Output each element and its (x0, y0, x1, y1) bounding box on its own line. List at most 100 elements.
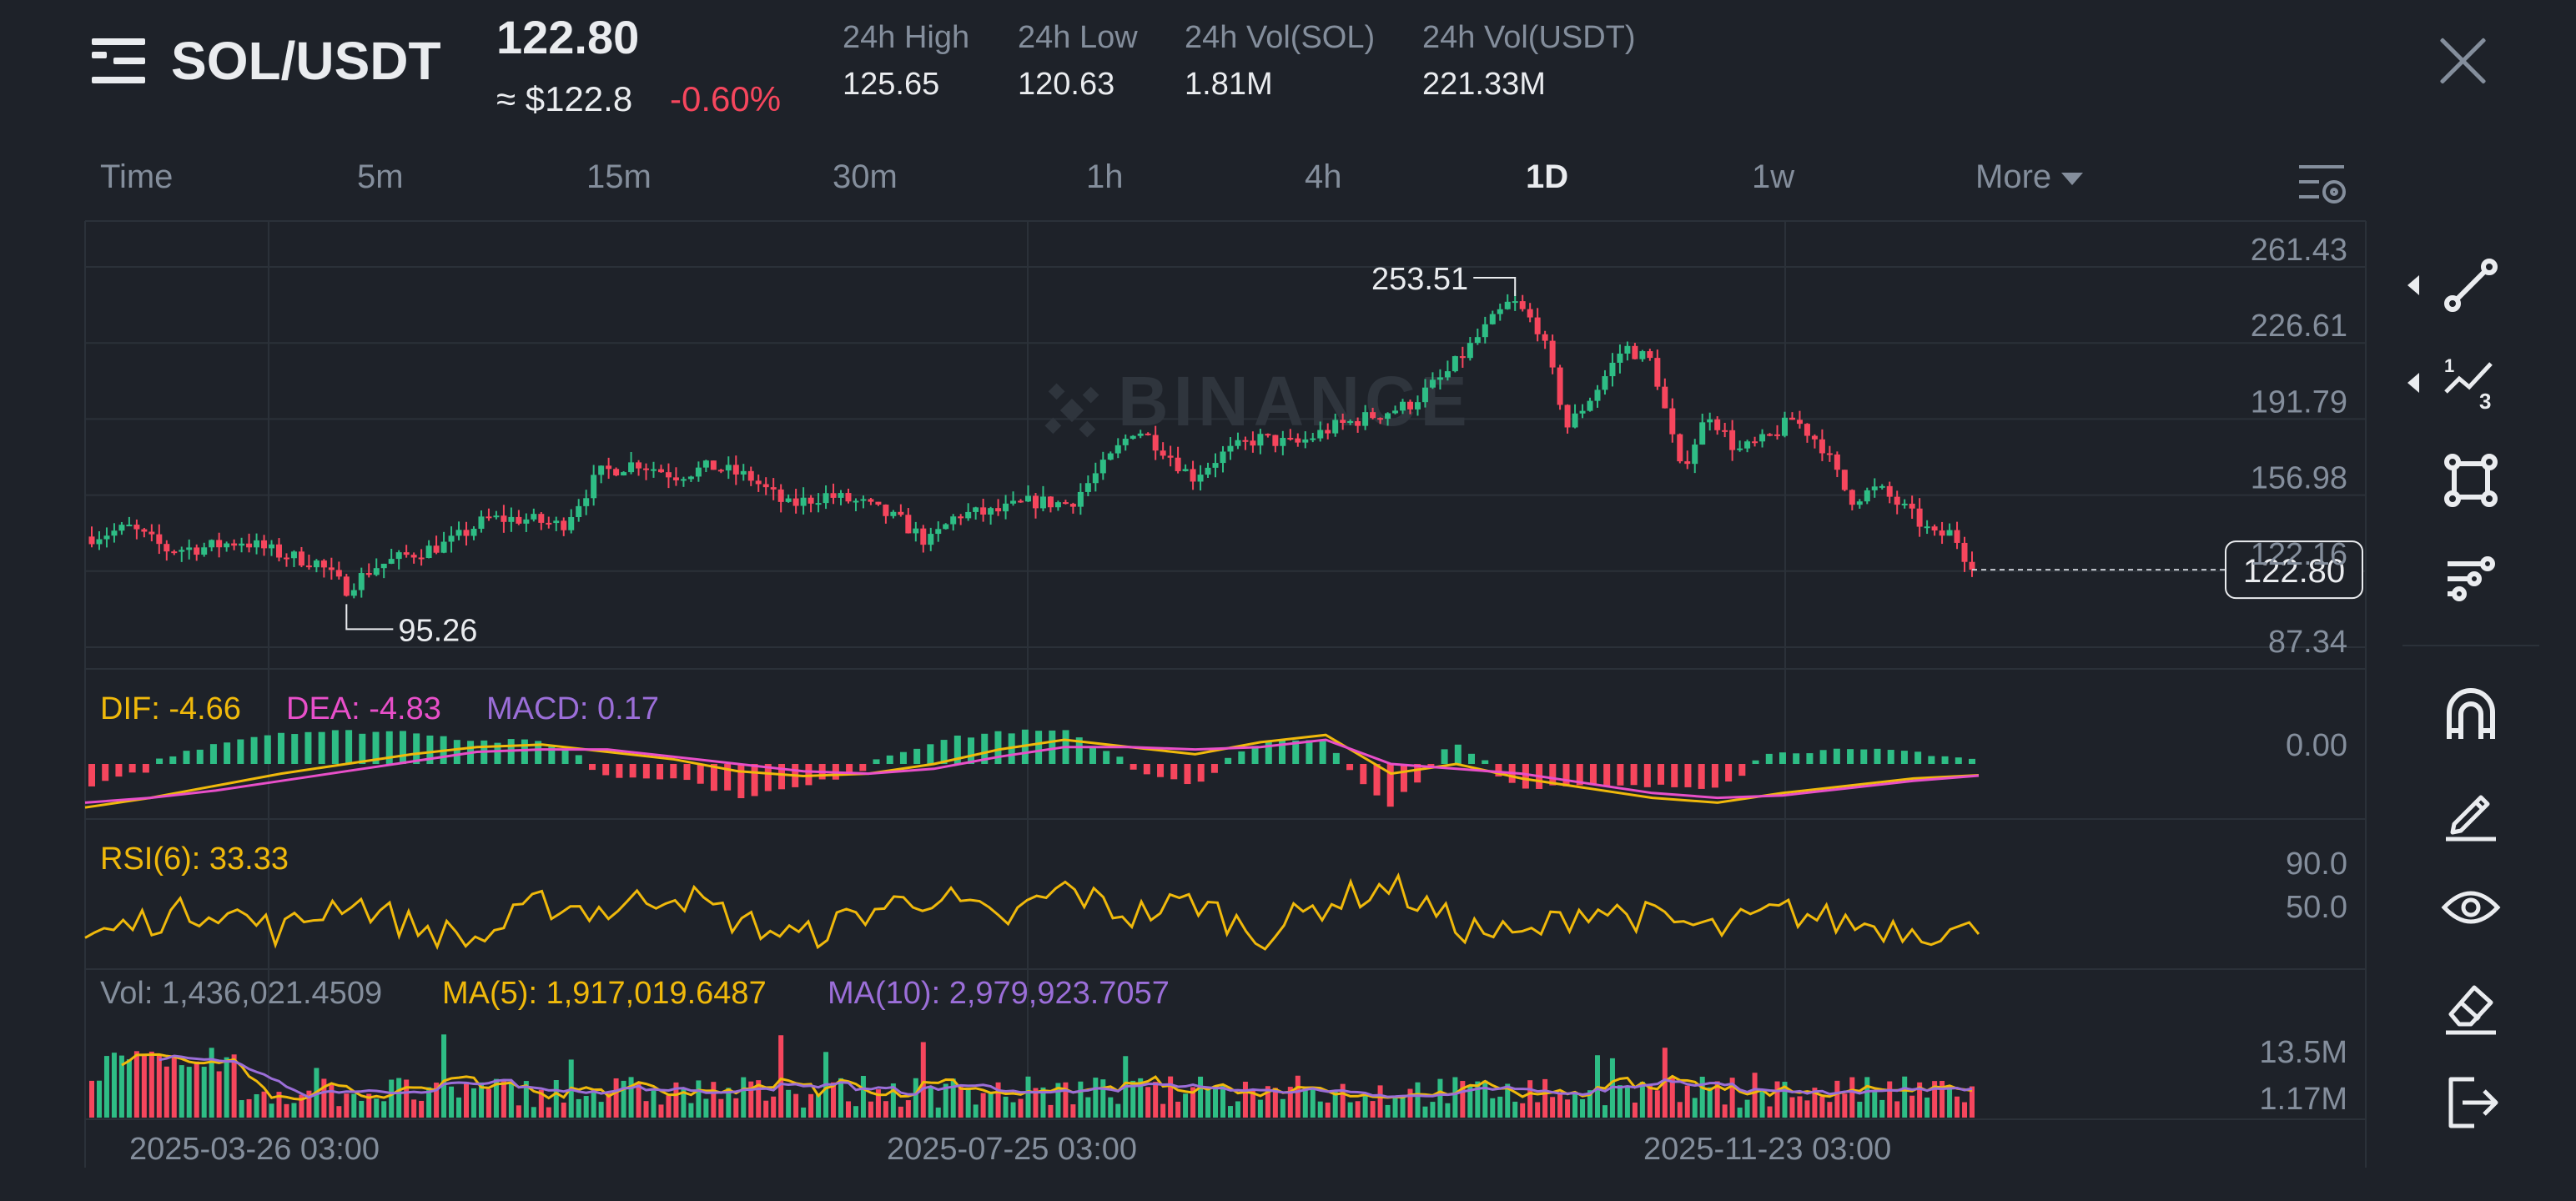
volume-bar (928, 1086, 933, 1118)
tab-5m[interactable]: 5m (357, 158, 404, 195)
macd-histogram-bar (1698, 764, 1705, 789)
macd-histogram-bar (1969, 758, 1975, 764)
fibonacci-expand-caret-icon[interactable] (2407, 373, 2419, 393)
candle-body (186, 547, 193, 550)
volume-bar (733, 1098, 739, 1118)
macd-histogram-bar (224, 742, 231, 764)
exit-icon[interactable] (2438, 1068, 2504, 1134)
volume-bar (1527, 1080, 1533, 1118)
volume-value-label: Vol: 1,436,021.4509 (100, 976, 382, 1011)
candle-body (1047, 496, 1054, 508)
macd-histogram-bar (683, 764, 691, 781)
candle-body (1594, 389, 1601, 401)
tab-time[interactable]: Time (100, 158, 174, 195)
candle-body (254, 540, 260, 548)
macd-histogram-bar (588, 764, 596, 771)
candle-body (1355, 420, 1361, 426)
candle-body (448, 535, 455, 542)
magnet-icon[interactable] (2438, 681, 2504, 747)
macd-histogram-bar (88, 764, 95, 786)
macd-histogram-bar (1671, 764, 1678, 787)
volume-bar (1033, 1088, 1039, 1118)
volume-bar (329, 1084, 335, 1118)
volume-bar (359, 1100, 365, 1118)
candle-body (546, 522, 552, 525)
candle-body (276, 544, 283, 558)
volume-bar (965, 1087, 971, 1118)
tab-1w[interactable]: 1w (1752, 158, 1795, 195)
volume-bar (958, 1087, 963, 1118)
macd-histogram-bar (1874, 748, 1881, 764)
volume-bar (1535, 1102, 1541, 1118)
candle-body (156, 534, 163, 545)
volume-bar (1325, 1103, 1331, 1118)
candle-body (1609, 362, 1616, 377)
candle-body (1242, 440, 1249, 442)
candle-body (853, 500, 859, 503)
candle-body (1946, 530, 1953, 536)
volume-bar (1055, 1083, 1061, 1118)
macd-histogram-bar (264, 735, 271, 764)
trend-line-icon[interactable] (2438, 252, 2504, 319)
volume-bar (898, 1106, 903, 1118)
candle-body (710, 460, 717, 470)
rectangle-shape-icon[interactable] (2438, 447, 2504, 514)
symbol-title[interactable]: SOL/USDT (171, 31, 441, 91)
macd-histogram-bar (128, 764, 136, 773)
volume-bar (171, 1055, 177, 1118)
macd-histogram-bar (1955, 757, 1962, 764)
volume-bar (973, 1104, 979, 1118)
candle-body (1010, 500, 1017, 504)
volume-bar (148, 1051, 154, 1118)
candle-body (1406, 401, 1413, 410)
volume-bar (913, 1078, 918, 1118)
volume-bar (1025, 1076, 1031, 1118)
candle-body (845, 493, 852, 502)
eraser-icon[interactable] (2438, 971, 2504, 1038)
macd-histogram-bar (968, 737, 975, 764)
macd-histogram-bar (1765, 753, 1773, 764)
macd-histogram-bar (1332, 752, 1340, 764)
macd-histogram-bar (1522, 764, 1529, 789)
menu-icon[interactable] (92, 37, 145, 85)
volume-bar (478, 1082, 484, 1118)
trend-line-expand-caret-icon[interactable] (2407, 275, 2419, 295)
volume-bar (209, 1048, 214, 1118)
tab-30m[interactable]: 30m (833, 158, 898, 195)
close-icon[interactable] (2436, 33, 2491, 88)
candle-body (1332, 420, 1339, 434)
macd-histogram-bar (1292, 740, 1300, 764)
indicator-settings-icon[interactable] (2438, 545, 2504, 612)
macd-histogram-bar (873, 759, 880, 764)
macd-histogram-bar (764, 764, 772, 791)
tab-4h[interactable]: 4h (1305, 158, 1342, 195)
volume-bar (816, 1093, 822, 1118)
macd-histogram-bar (318, 731, 325, 764)
volume-bar (1310, 1088, 1316, 1118)
macd-histogram-bar (1576, 764, 1583, 786)
macd-histogram-bar (1441, 749, 1448, 764)
macd-histogram-bar (575, 755, 582, 764)
tab-more[interactable]: More (1975, 158, 2084, 196)
eye-icon[interactable] (2438, 874, 2504, 941)
candle-body (1841, 470, 1848, 490)
volume-bar (351, 1093, 357, 1118)
volume-bar (1864, 1077, 1870, 1118)
tab-1d[interactable]: 1D (1526, 158, 1569, 195)
macd-histogram-bar (115, 764, 123, 777)
macd-histogram-bar (1238, 751, 1245, 764)
tab-1h[interactable]: 1h (1086, 158, 1124, 195)
volume-bar (1639, 1082, 1645, 1118)
volume-bar (1272, 1088, 1278, 1118)
chart-settings-icon[interactable] (2289, 150, 2356, 217)
min-marker-label: 95.26 (398, 613, 477, 648)
candle-body (1482, 324, 1488, 338)
volume-bar (711, 1082, 717, 1118)
pencil-icon[interactable] (2438, 777, 2504, 844)
panel-labels: DIF: -4.66 DEA: -4.83 MACD: 0.17 RSI(6): 33… (100, 691, 1170, 1011)
candle-body (636, 462, 642, 469)
tab-15m[interactable]: 15m (586, 158, 652, 195)
candle-body (1564, 405, 1571, 428)
